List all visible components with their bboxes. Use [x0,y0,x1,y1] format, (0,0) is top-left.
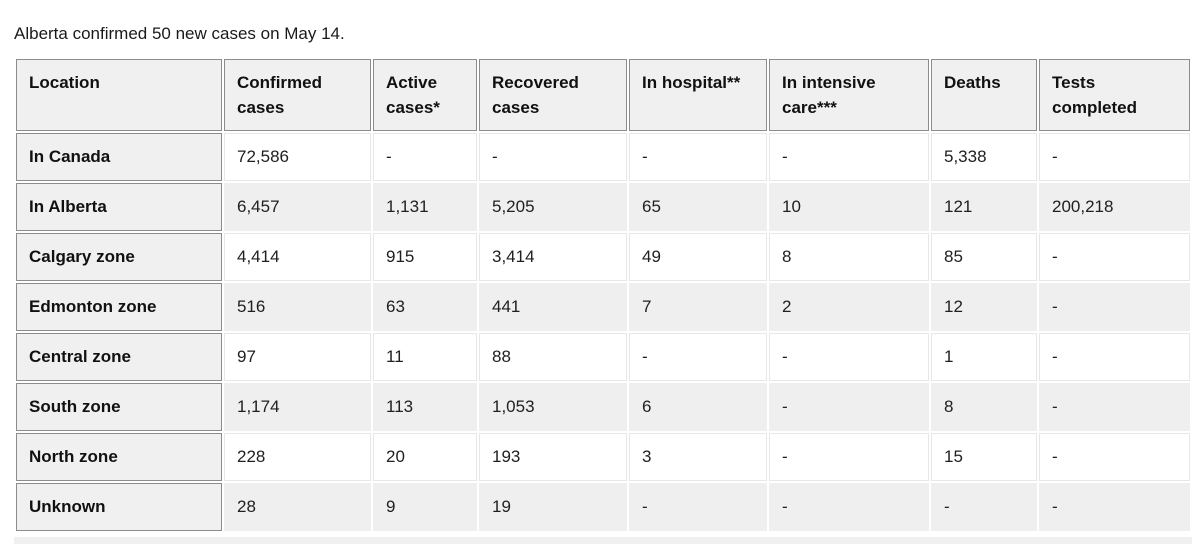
row-header: Unknown [16,483,222,531]
cell: 1 [931,333,1037,381]
cell: 72,586 [224,133,371,181]
column-header: Recovered cases [479,59,627,131]
column-header: Deaths [931,59,1037,131]
column-header: In intensive care*** [769,59,929,131]
table-row: North zone 228 20 193 3-15- [16,433,1190,481]
table-row: In Alberta 6,457 1,131 5,205 65 10 121 200,218 [16,183,1190,231]
cell: - [769,433,929,481]
row-header: Calgary zone [16,233,222,281]
cell: 5,338 [931,133,1037,181]
cell: 8 [769,233,929,281]
cell: - [1039,433,1190,481]
cell: - [629,333,767,381]
cell: 7 [629,283,767,331]
cell: 4,414 [224,233,371,281]
table-row: Unknown 28 9 19- - - - [16,483,1190,531]
cell: 6 [629,383,767,431]
cell: 2 [769,283,929,331]
cell: 193 [479,433,627,481]
cell: 441 [479,283,627,331]
table-footer-strip [14,537,1192,544]
cell: 19 [479,483,627,531]
cell: - [1039,383,1190,431]
cell: - [629,483,767,531]
table-row: Central zone 97 11 88- -1- [16,333,1190,381]
cell: 915 [373,233,477,281]
column-header: Tests completed [1039,59,1190,131]
row-header: Central zone [16,333,222,381]
cell: 8 [931,383,1037,431]
header-row: Location Confirmed cases Active cases* Reco… [16,59,1190,131]
row-header: North zone [16,433,222,481]
cell: - [1039,483,1190,531]
column-header: Active cases* [373,59,477,131]
cell: 3 [629,433,767,481]
cell: 97 [224,333,371,381]
cell: 28 [224,483,371,531]
row-header: South zone [16,383,222,431]
cell: 1,174 [224,383,371,431]
covid-cases-table: Location Confirmed cases Active cases* Reco… [14,57,1192,533]
cell: 516 [224,283,371,331]
row-header: In Canada [16,133,222,181]
cell: - [479,133,627,181]
cell: 49 [629,233,767,281]
cell: - [769,133,929,181]
row-header: In Alberta [16,183,222,231]
cell: - [1039,133,1190,181]
table-head: Location Confirmed cases Active cases* Reco… [16,59,1190,131]
cell: 20 [373,433,477,481]
cell: 65 [629,183,767,231]
column-header: In hospital** [629,59,767,131]
cell: 9 [373,483,477,531]
cell: 113 [373,383,477,431]
cell: 15 [931,433,1037,481]
table-row: Edmonton zone 516 63 441 7 2 12- [16,283,1190,331]
cell: - [629,133,767,181]
cell: - [769,383,929,431]
column-header: Location [16,59,222,131]
cell: 12 [931,283,1037,331]
cell: - [769,483,929,531]
cell: 1,131 [373,183,477,231]
cell: 63 [373,283,477,331]
table-row: Calgary zone 4,414 915 3,414 49 8 85- [16,233,1190,281]
table-row: In Canada 72,586- - - -5,338- [16,133,1190,181]
row-header: Edmonton zone [16,283,222,331]
table-row: South zone 1,174 113 1,053 6-8- [16,383,1190,431]
column-header: Confirmed cases [224,59,371,131]
cell: - [1039,283,1190,331]
cell: 228 [224,433,371,481]
cell: 1,053 [479,383,627,431]
cell: - [1039,233,1190,281]
cell: - [1039,333,1190,381]
cell: 6,457 [224,183,371,231]
cell: 85 [931,233,1037,281]
intro-text: Alberta confirmed 50 new cases on May 14… [14,24,345,43]
cell: 10 [769,183,929,231]
cell: - [931,483,1037,531]
cell: 3,414 [479,233,627,281]
cell: 200,218 [1039,183,1190,231]
cell: 11 [373,333,477,381]
cell: - [769,333,929,381]
cell: 5,205 [479,183,627,231]
table-body: In Canada 72,586- - - -5,338- In Alberta 6,457… [16,133,1190,531]
cell: 88 [479,333,627,381]
cell: 121 [931,183,1037,231]
cell: - [373,133,477,181]
